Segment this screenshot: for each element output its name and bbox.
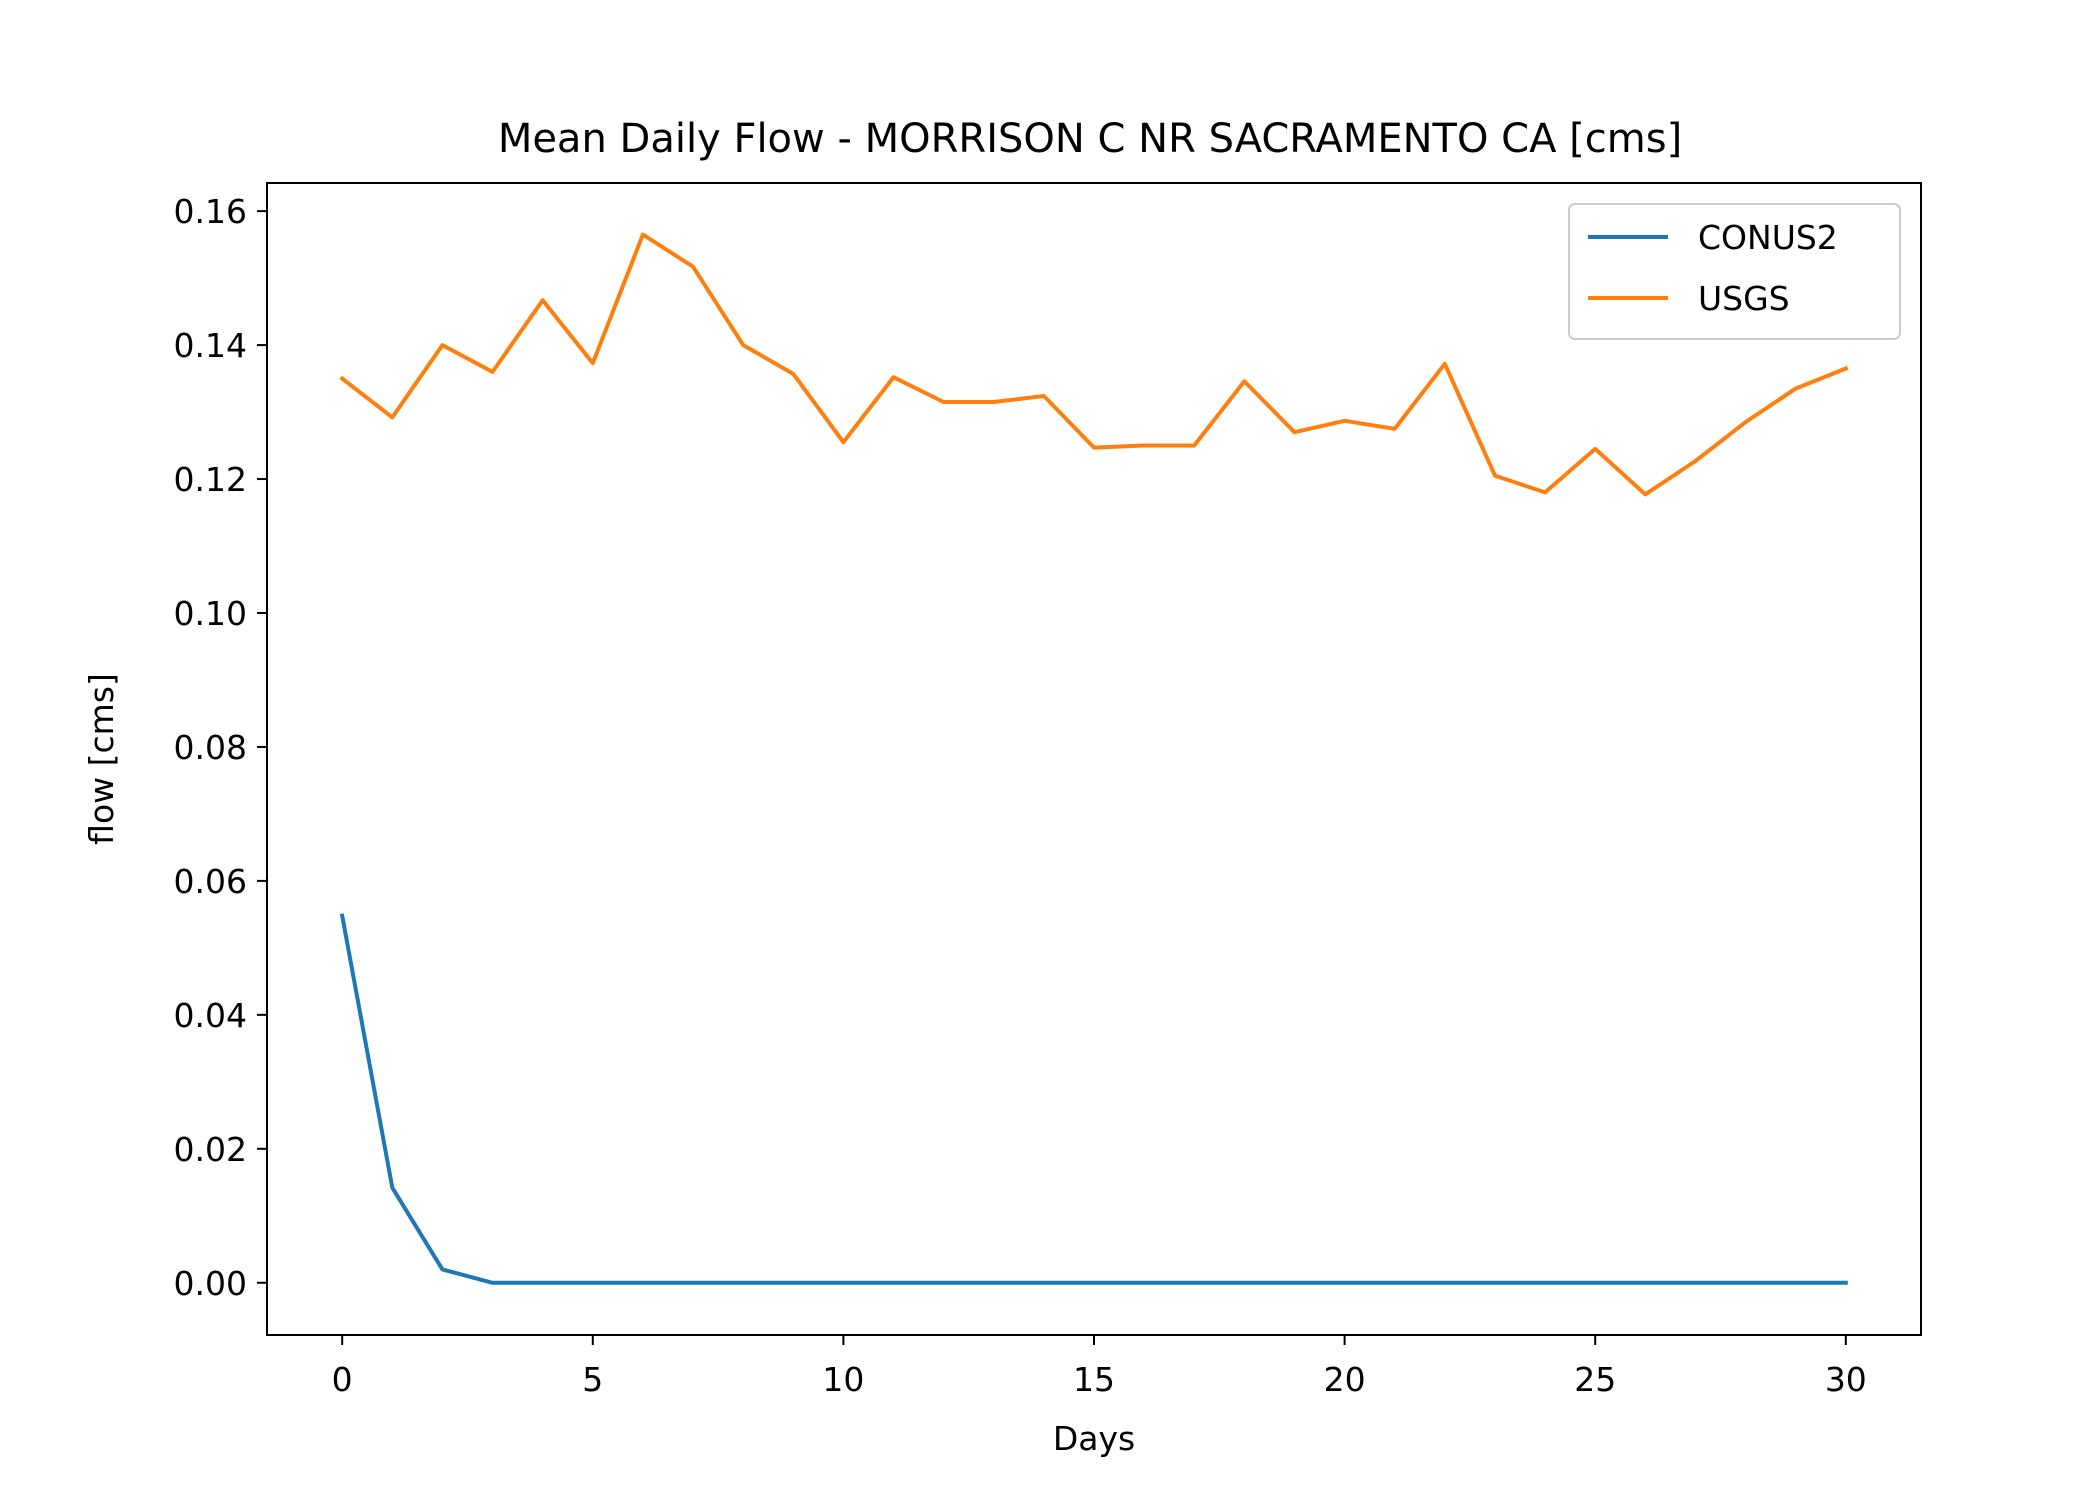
y-tick-label: 0.12 xyxy=(174,460,247,499)
x-tick-label: 10 xyxy=(822,1360,864,1399)
x-tick-label: 30 xyxy=(1825,1360,1867,1399)
series-line-conus2 xyxy=(339,913,1848,1285)
chart-title: Mean Daily Flow - MORRISON C NR SACRAMEN… xyxy=(498,116,1682,162)
y-tick-label: 0.04 xyxy=(174,996,247,1035)
y-tick-label: 0.06 xyxy=(174,862,247,901)
series-line-usgs xyxy=(339,232,1849,497)
y-tick-label: 0.10 xyxy=(174,594,247,633)
plot-area xyxy=(339,232,1849,1285)
x-tick-label: 20 xyxy=(1324,1360,1366,1399)
legend: CONUS2 USGS xyxy=(1568,203,1901,340)
legend-label-usgs: USGS xyxy=(1698,279,1790,318)
axes-ticks: 0 5 10 15 20 25 30 0.00 0.02 0.04 0.06 0.08 0.10 0.12… xyxy=(174,192,1867,1399)
x-tick-label: 0 xyxy=(332,1360,353,1399)
x-axis-label: Days xyxy=(1053,1419,1135,1458)
y-tick-label: 0.00 xyxy=(174,1264,247,1303)
x-tick-label: 5 xyxy=(582,1360,603,1399)
y-tick-label: 0.16 xyxy=(174,192,247,231)
y-axis-label: flow [cms] xyxy=(82,673,121,845)
legend-label-conus2: CONUS2 xyxy=(1698,218,1838,257)
y-tick-label: 0.14 xyxy=(174,326,247,365)
y-tick-label: 0.08 xyxy=(174,728,247,767)
y-tick-label: 0.02 xyxy=(174,1130,247,1169)
x-tick-label: 15 xyxy=(1073,1360,1115,1399)
x-tick-label: 25 xyxy=(1574,1360,1616,1399)
